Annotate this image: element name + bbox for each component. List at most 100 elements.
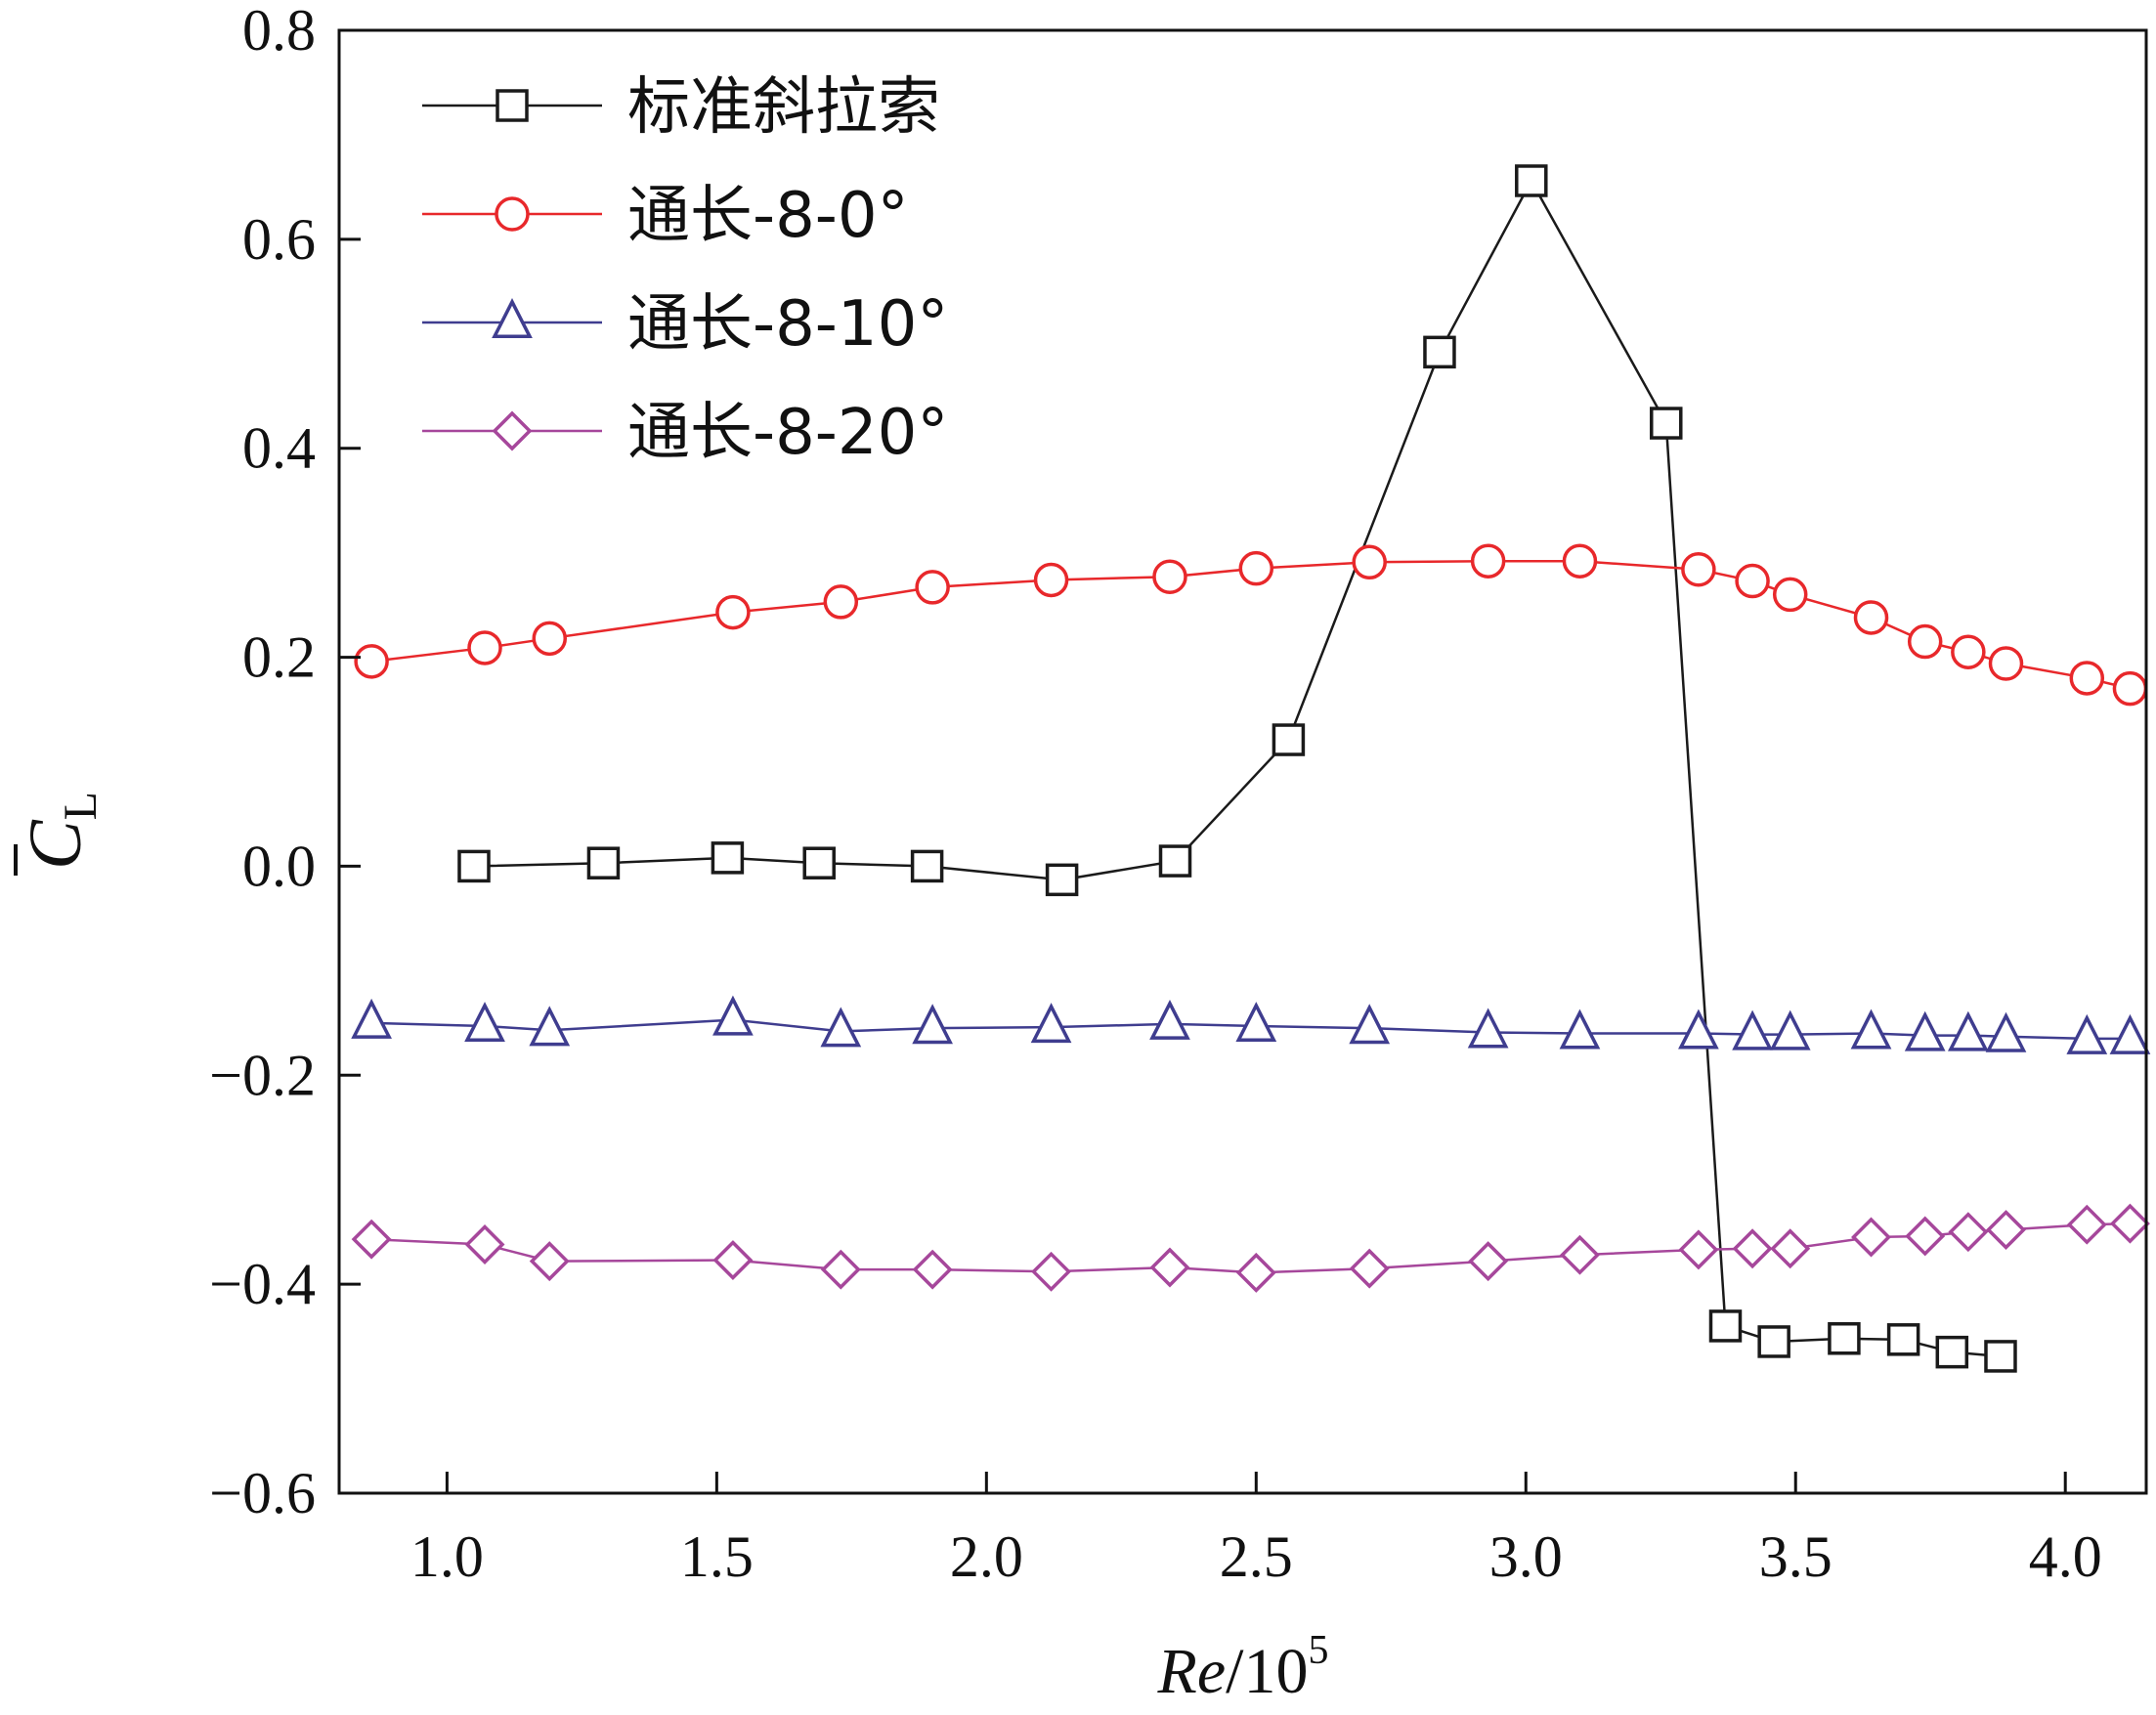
data-point: [1349, 1248, 1390, 1289]
data-point: [1470, 543, 1506, 579]
data-point: [912, 1004, 953, 1045]
x-axis-title: Re/105: [1157, 1628, 1329, 1707]
data-point: [912, 1249, 953, 1290]
ticks-layer: 1.0 1.5 2.0 2.5 3.0 3.5 4.0 −0.6 −0.4 −0.2 0.0 0.2 0…: [209, 0, 2102, 1589]
data-point: [1235, 1002, 1277, 1043]
legend-marker: [495, 196, 530, 232]
y-axis-title-sub: L: [55, 792, 107, 820]
data-point: [1031, 1251, 1072, 1292]
data-point: [1238, 550, 1274, 586]
data-point: [1559, 1234, 1600, 1275]
y-tick-label: −0.4: [209, 1252, 316, 1316]
data-point: [715, 594, 751, 630]
data-point: [2069, 661, 2105, 696]
data-point: [529, 1241, 570, 1282]
data-point: [1235, 1252, 1276, 1293]
legend-label: 通长-8-20°: [627, 397, 948, 469]
data-point: [711, 841, 745, 875]
data-point: [1986, 1210, 2026, 1251]
data-point: [1757, 1325, 1790, 1358]
data-point: [1423, 335, 1456, 369]
legend-marker: [492, 298, 533, 339]
data-point: [2066, 1013, 2108, 1054]
data-point: [1650, 407, 1683, 440]
y-tick-label: −0.6: [209, 1461, 316, 1525]
x-tick-label: 2.5: [1220, 1524, 1293, 1589]
data-point: [1468, 1241, 1509, 1282]
data-point: [1152, 559, 1187, 594]
data-point: [820, 1249, 861, 1290]
y-tick-label: −0.2: [209, 1043, 316, 1107]
x-tick-label: 3.5: [1759, 1524, 1833, 1589]
svg-text:CL: CL: [15, 792, 107, 870]
x-axis-title-exp: 5: [1308, 1628, 1328, 1673]
data-point: [1853, 600, 1889, 635]
series-4: [351, 1203, 2150, 1293]
data-point: [802, 846, 836, 879]
x-tick-label: 2.0: [950, 1524, 1023, 1589]
data-point: [1559, 1008, 1601, 1050]
data-point: [1769, 1009, 1811, 1050]
data-point: [464, 1224, 505, 1265]
data-point: [1828, 1321, 1861, 1355]
legend-entry: 通长-8-0°: [422, 180, 909, 252]
data-point: [1770, 1228, 1811, 1269]
data-point: [1850, 1008, 1892, 1050]
x-axis-title-sep: /10: [1226, 1636, 1308, 1707]
data-point: [532, 621, 568, 657]
data-point: [464, 1002, 505, 1043]
data-point: [1467, 1008, 1509, 1049]
data-point: [2109, 1203, 2150, 1244]
y-tick-label: 0.8: [242, 0, 316, 63]
data-point: [2112, 670, 2148, 707]
data-point: [529, 1006, 571, 1047]
data-point: [1904, 1010, 1946, 1051]
legend-entry: 标准斜拉索: [422, 71, 940, 144]
data-point: [1708, 1309, 1743, 1343]
data-point: [2066, 1204, 2107, 1245]
data-point: [1735, 563, 1770, 599]
legend-entry: 通长-8-10°: [422, 288, 948, 361]
data-point: [1907, 623, 1943, 660]
data-point: [1033, 562, 1069, 598]
data-point: [1272, 723, 1306, 756]
data-point: [1851, 1217, 1891, 1258]
data-point: [354, 644, 389, 679]
data-point: [351, 998, 392, 1039]
data-point: [1678, 1229, 1719, 1270]
data-point: [1149, 1247, 1190, 1288]
x-tick-label: 1.5: [680, 1524, 754, 1589]
data-point: [1045, 863, 1079, 897]
data-point: [1886, 1323, 1920, 1356]
y-tick-label: 0.2: [242, 625, 316, 690]
data-point: [457, 849, 491, 883]
data-point: [1030, 1003, 1072, 1044]
data-point: [1515, 164, 1548, 197]
data-point: [1352, 544, 1387, 580]
series-3: [351, 995, 2151, 1054]
data-point: [1985, 1011, 2027, 1052]
data-point: [712, 1240, 754, 1281]
data-point: [1988, 646, 2024, 681]
x-tick-label: 4.0: [2029, 1524, 2102, 1589]
y-tick-label: 0.4: [242, 416, 316, 481]
data-point: [1948, 1212, 1989, 1253]
data-point: [351, 1219, 392, 1260]
data-point: [910, 849, 944, 883]
data-point: [1678, 1008, 1719, 1050]
legend-marker: [492, 410, 533, 451]
data-point: [1772, 577, 1808, 613]
data-point: [1349, 1004, 1391, 1045]
plot-frame: [337, 28, 2148, 1495]
x-tick-label: 3.0: [1489, 1524, 1563, 1589]
data-point: [586, 846, 621, 879]
x-axis-title-main: Re: [1157, 1636, 1227, 1707]
data-point: [1732, 1009, 1773, 1050]
data-point: [1948, 1010, 1989, 1051]
data-point: [2109, 1013, 2151, 1054]
data-point: [1149, 999, 1190, 1040]
x-tick-label: 1.0: [410, 1524, 484, 1589]
data-point: [467, 630, 502, 665]
